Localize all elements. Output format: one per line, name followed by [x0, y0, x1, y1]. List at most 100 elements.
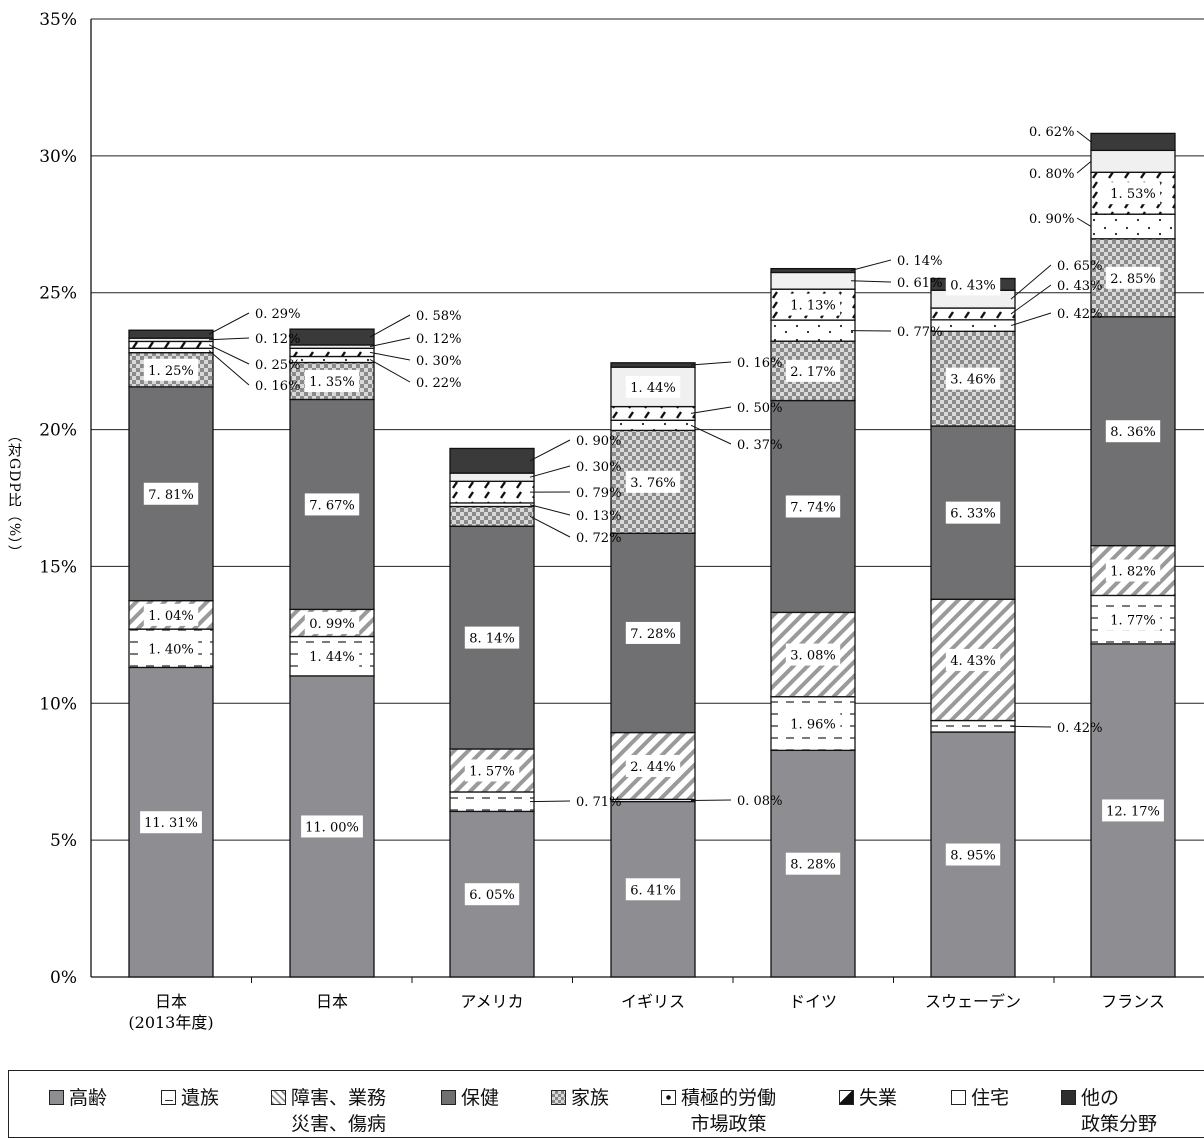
legend-swatch-unemployment — [839, 1090, 854, 1105]
data-label: 0. 16% — [737, 356, 782, 371]
label-leader-line — [530, 801, 570, 802]
data-label: 0. 99% — [309, 617, 354, 632]
legend-label: 失業 — [859, 1085, 897, 1111]
y-tick-label: 5% — [50, 831, 77, 851]
label-leader-line — [691, 425, 731, 444]
y-tick-label: 15% — [39, 557, 77, 577]
chart-area: 0% 5% 10% 15% 20% 25% 30% 35% （対GDP比（%）） 日本 (2013年… — [0, 0, 1204, 1040]
data-label: 0. 22% — [416, 376, 461, 391]
label-leader-line — [209, 345, 249, 364]
bar-segment — [290, 329, 374, 345]
data-label: 0. 65% — [1057, 259, 1102, 274]
bar-segment — [1091, 133, 1175, 150]
bar-segment — [611, 407, 695, 421]
bar-segment — [931, 308, 1015, 320]
data-label: 0. 58% — [416, 309, 461, 324]
data-label: 3. 76% — [630, 476, 675, 491]
label-leader-line — [851, 260, 891, 271]
data-label: 8. 14% — [469, 632, 514, 647]
bar-segment — [129, 348, 213, 352]
bar-segment — [450, 506, 534, 526]
stacked-bar-chart: 0% 5% 10% 15% 20% 25% 30% 35% （対GDP比（%）） 日本 (2013年… — [0, 0, 1204, 1040]
data-label: 4. 43% — [950, 654, 995, 669]
label-leader-line — [1011, 265, 1051, 299]
data-label: 8. 95% — [950, 849, 995, 864]
legend-label: 障害、業務 災害、傷病 — [291, 1085, 386, 1137]
label-leader-line — [370, 352, 410, 360]
y-axis-label: （対GDP比（%）） — [6, 428, 22, 560]
data-label: 0. 42% — [1057, 307, 1102, 322]
data-label: 1. 25% — [148, 364, 193, 379]
bar-segment — [771, 320, 855, 341]
data-label: 7. 67% — [309, 498, 354, 513]
data-label: 0. 90% — [576, 434, 621, 449]
data-label: 0. 62% — [1029, 125, 1074, 140]
data-label: 7. 74% — [790, 500, 835, 515]
legend-swatch-other — [1061, 1090, 1076, 1105]
bar-segment — [1091, 150, 1175, 172]
legend-swatch-family — [551, 1090, 566, 1105]
legend-label: 遺族 — [181, 1085, 219, 1111]
data-label: 0. 77% — [897, 325, 942, 340]
bar-segment — [129, 341, 213, 348]
bar-segment — [611, 363, 695, 367]
data-label: 0. 14% — [897, 254, 942, 269]
label-leader-line — [691, 407, 731, 413]
bar-segment — [450, 448, 534, 473]
data-label: 0. 29% — [255, 307, 300, 322]
label-leader-line — [1011, 285, 1051, 314]
data-label: 1. 77% — [1110, 614, 1155, 629]
data-label: 12. 17% — [1106, 804, 1160, 819]
x-tick-label: イギリス — [621, 992, 685, 1011]
legend-label: 積極的労働 市場政策 — [681, 1085, 776, 1137]
label-leader-line — [1077, 131, 1091, 142]
label-leader-line — [209, 338, 249, 340]
label-leader-line — [1011, 726, 1051, 727]
y-tick-label: 35% — [39, 10, 77, 30]
label-leader-line — [370, 315, 410, 337]
legend-swatch-housing — [951, 1090, 966, 1105]
y-tick-label: 30% — [39, 147, 77, 167]
data-label: 0. 50% — [737, 401, 782, 416]
data-label: 1. 82% — [1110, 565, 1155, 580]
data-label: 1. 96% — [790, 718, 835, 733]
legend-label: 住宅 — [971, 1085, 1009, 1111]
data-label: 1. 44% — [309, 650, 354, 665]
data-label: 0. 43% — [950, 278, 995, 293]
label-leader-line — [851, 281, 891, 282]
data-label: 6. 05% — [469, 888, 514, 903]
label-leader-line — [370, 338, 410, 347]
data-label: 8. 36% — [1110, 425, 1155, 440]
data-label: 1. 53% — [1110, 187, 1155, 202]
y-tick-label: 0% — [50, 968, 77, 988]
x-tick-label: (2013年度) — [128, 1013, 213, 1032]
bar-segment — [129, 330, 213, 338]
y-tick-label: 20% — [39, 421, 77, 441]
label-leader-line — [530, 466, 570, 477]
legend-label: 他の 政策分野 — [1081, 1085, 1157, 1137]
x-tick-label: フランス — [1101, 992, 1165, 1011]
data-label: 0. 90% — [1029, 212, 1074, 227]
bar-segment — [771, 272, 855, 289]
data-label: 0. 12% — [416, 332, 461, 347]
data-label: 3. 08% — [790, 649, 835, 664]
legend-swatch-labour-market — [661, 1090, 676, 1105]
legend: 高齢 遺族 障害、業務 災害、傷病 保健 家族 積極的労働 市場政策 失業 住宅… — [8, 1070, 1204, 1138]
data-label: 11. 31% — [144, 816, 198, 831]
legend-label: 家族 — [571, 1085, 609, 1111]
label-leader-line — [1077, 161, 1091, 173]
legend-swatch-survivors — [161, 1090, 176, 1105]
data-label: 0. 42% — [1057, 721, 1102, 736]
data-label: 6. 33% — [950, 507, 995, 522]
data-label: 0. 37% — [737, 438, 782, 453]
x-tick-label: ドイツ — [789, 992, 837, 1011]
data-label: 0. 79% — [576, 486, 621, 501]
data-label: 0. 30% — [576, 460, 621, 475]
data-label: 0. 72% — [576, 531, 621, 546]
data-label: 0. 71% — [576, 795, 621, 810]
label-leader-line — [370, 360, 410, 382]
label-leader-line — [209, 350, 249, 385]
data-label: 2. 17% — [790, 365, 835, 380]
data-label: 0. 61% — [897, 276, 942, 291]
data-label: 0. 25% — [255, 358, 300, 373]
